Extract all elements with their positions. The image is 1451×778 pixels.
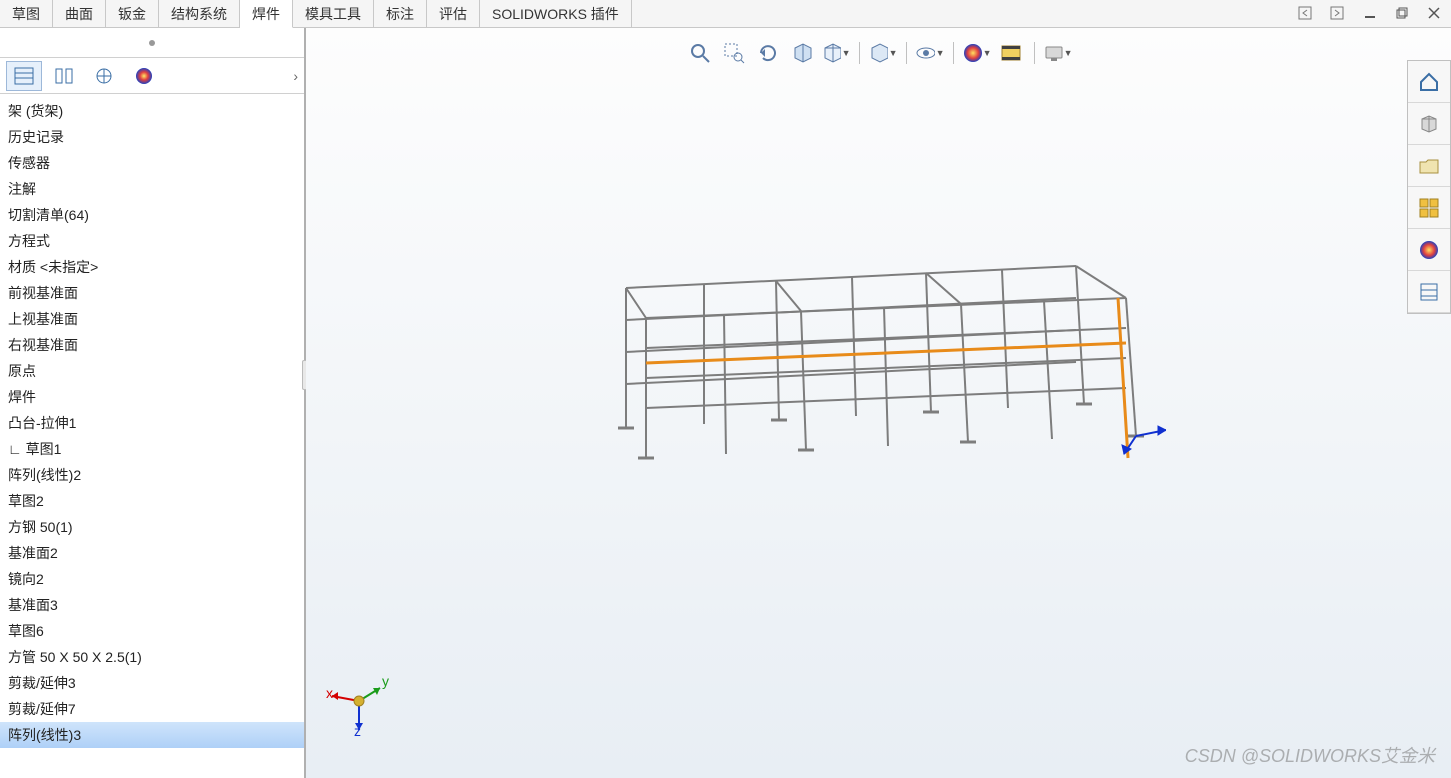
- appearances-icon[interactable]: [1408, 229, 1450, 271]
- tree-item[interactable]: 注解: [0, 176, 304, 202]
- resources-icon[interactable]: [1408, 103, 1450, 145]
- appearance-mode-icon[interactable]: [126, 61, 162, 91]
- open-folder-icon[interactable]: [1408, 145, 1450, 187]
- minimize-icon[interactable]: [1359, 2, 1381, 24]
- property-manager-mode-icon[interactable]: [46, 61, 82, 91]
- view-palette-icon[interactable]: [1408, 187, 1450, 229]
- tree-item[interactable]: 架 (货架): [0, 98, 304, 124]
- tree-item[interactable]: 基准面3: [0, 592, 304, 618]
- tree-item[interactable]: 切割清单(64): [0, 202, 304, 228]
- tree-item[interactable]: 上视基准面: [0, 306, 304, 332]
- window-controls: [1295, 2, 1445, 24]
- tab-2[interactable]: 钣金: [106, 0, 159, 27]
- tree-item[interactable]: 前视基准面: [0, 280, 304, 306]
- tree-item[interactable]: 原点: [0, 358, 304, 384]
- watermark: CSDN @SOLIDWORKS艾金米: [1185, 742, 1435, 768]
- appearance-icon[interactable]: ▼: [962, 38, 992, 68]
- hide-show-icon[interactable]: ▼: [915, 38, 945, 68]
- zoom-area-icon[interactable]: [719, 38, 749, 68]
- tab-5[interactable]: 模具工具: [293, 0, 374, 27]
- tab-6[interactable]: 标注: [374, 0, 427, 27]
- tree-item[interactable]: 右视基准面: [0, 332, 304, 358]
- tab-0[interactable]: 草图: [0, 0, 53, 27]
- tree-item[interactable]: 剪裁/延伸7: [0, 696, 304, 722]
- dynamic-view-icon[interactable]: ▼: [821, 38, 851, 68]
- next-doc-icon[interactable]: [1327, 2, 1349, 24]
- tree-item[interactable]: 草图2: [0, 488, 304, 514]
- close-icon[interactable]: [1423, 2, 1445, 24]
- panel-grip: [0, 28, 304, 58]
- task-pane: [1407, 60, 1451, 314]
- tab-4[interactable]: 焊件: [240, 0, 293, 28]
- render-settings-icon[interactable]: ▼: [1043, 38, 1073, 68]
- tree-item[interactable]: 方钢 50(1): [0, 514, 304, 540]
- tree-item[interactable]: 传感器: [0, 150, 304, 176]
- panel-mode-row: ›: [0, 58, 304, 94]
- scene-icon[interactable]: [996, 38, 1026, 68]
- view-triad[interactable]: x y z: [324, 666, 394, 736]
- tree-item[interactable]: ∟ 草图1: [0, 436, 304, 462]
- section-view-icon[interactable]: [787, 38, 817, 68]
- home-icon[interactable]: [1408, 61, 1450, 103]
- tab-7[interactable]: 评估: [427, 0, 480, 27]
- tree-item[interactable]: 焊件: [0, 384, 304, 410]
- zoom-fit-icon[interactable]: [685, 38, 715, 68]
- tab-8[interactable]: SOLIDWORKS 插件: [480, 0, 632, 27]
- graphics-viewport[interactable]: ▼ ▼ ▼ ▼ ▼: [306, 28, 1451, 778]
- command-manager-tabs: 草图曲面钣金结构系统焊件模具工具标注评估SOLIDWORKS 插件: [0, 0, 1451, 28]
- configuration-mode-icon[interactable]: [86, 61, 122, 91]
- tree-item[interactable]: 阵列(线性)3: [0, 722, 304, 748]
- model-rack: [606, 258, 1166, 498]
- feature-tree-mode-icon[interactable]: [6, 61, 42, 91]
- svg-text:x: x: [326, 685, 333, 701]
- prev-view-icon[interactable]: [753, 38, 783, 68]
- svg-text:z: z: [354, 723, 361, 736]
- tree-item[interactable]: 草图6: [0, 618, 304, 644]
- tree-item[interactable]: 镜向2: [0, 566, 304, 592]
- tab-1[interactable]: 曲面: [53, 0, 106, 27]
- tree-item[interactable]: 方程式: [0, 228, 304, 254]
- heads-up-view-toolbar: ▼ ▼ ▼ ▼ ▼: [685, 38, 1073, 68]
- restore-icon[interactable]: [1391, 2, 1413, 24]
- tree-item[interactable]: 材质 <未指定>: [0, 254, 304, 280]
- tree-item[interactable]: 基准面2: [0, 540, 304, 566]
- panel-expand-icon[interactable]: ›: [293, 68, 298, 84]
- tree-item[interactable]: 历史记录: [0, 124, 304, 150]
- tree-item[interactable]: 凸台-拉伸1: [0, 410, 304, 436]
- tree-item[interactable]: 阵列(线性)2: [0, 462, 304, 488]
- display-style-icon[interactable]: ▼: [868, 38, 898, 68]
- prev-doc-icon[interactable]: [1295, 2, 1317, 24]
- tree-item[interactable]: 方管 50 X 50 X 2.5(1): [0, 644, 304, 670]
- tab-3[interactable]: 结构系统: [159, 0, 240, 27]
- custom-props-icon[interactable]: [1408, 271, 1450, 313]
- feature-tree: 架 (货架)历史记录传感器注解切割清单(64)方程式材质 <未指定>前视基准面上…: [0, 94, 304, 752]
- feature-manager-panel: › 架 (货架)历史记录传感器注解切割清单(64)方程式材质 <未指定>前视基准…: [0, 28, 306, 778]
- svg-text:y: y: [382, 673, 389, 689]
- tree-item[interactable]: 剪裁/延伸3: [0, 670, 304, 696]
